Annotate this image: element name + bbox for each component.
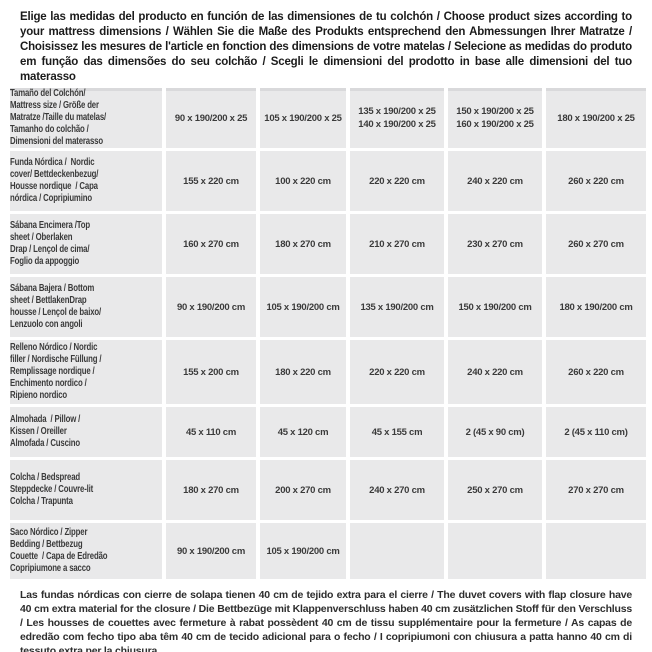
mattress-size-header-label: Tamaño del Colchón/ Mattress size / Größ… [10,88,162,148]
mattress-size-col-4: 150 x 190/200 x 25 160 x 190/200 x 25 [448,88,542,148]
size-cell: 240 x 220 cm [448,340,542,404]
mattress-size-col-2: 105 x 190/200 x 25 [260,88,346,148]
row-label: Relleno Nórdico / Nordic filler / Nordis… [10,342,102,401]
table-row-bedspread: Colcha / Bedspread Steppdecke / Couvre-l… [10,460,646,520]
size-cell: 45 x 155 cm [350,407,444,457]
size-cell: 260 x 220 cm [546,340,646,404]
size-cell: 220 x 220 cm [350,151,444,211]
size-cell: 210 x 270 cm [350,214,444,274]
empty-cell [350,523,444,579]
size-cell: 160 x 270 cm [166,214,256,274]
size-cell: 135 x 190/200 cm [350,277,444,337]
size-cell: 155 x 200 cm [166,340,256,404]
row-label: Almohada / Pillow / Kissen / Oreiller Al… [10,414,81,449]
size-cell: 2 (45 x 110 cm) [546,407,646,457]
row-label-cell: Relleno Nórdico / Nordic filler / Nordis… [10,340,162,404]
size-cell: 100 x 220 cm [260,151,346,211]
mattress-size-header-text: Tamaño del Colchón/ Mattress size / Größ… [10,88,107,147]
row-label-cell: Sábana Encimera /Top sheet / Oberlaken D… [10,214,162,274]
size-cell: 240 x 220 cm [448,151,542,211]
size-cell: 180 x 270 cm [260,214,346,274]
size-cell: 45 x 110 cm [166,407,256,457]
empty-cell [448,523,542,579]
size-cell: 105 x 190/200 cm [260,277,346,337]
table-row-bottom-sheet: Sábana Bajera / Bottom sheet / Bettlaken… [10,277,646,337]
table-row-nordic-filler: Relleno Nórdico / Nordic filler / Nordis… [10,340,646,404]
table-row-nordic-cover: Funda Nórdica / Nordic cover/ Bettdecken… [10,151,646,211]
table-row-zipper-bedding: Saco Nórdico / Zipper Bedding / Bettbezu… [10,523,646,579]
size-cell: 250 x 270 cm [448,460,542,520]
row-label-cell: Almohada / Pillow / Kissen / Oreiller Al… [10,407,162,457]
row-label: Funda Nórdica / Nordic cover/ Bettdecken… [10,157,99,204]
row-label-cell: Sábana Bajera / Bottom sheet / Bettlaken… [10,277,162,337]
row-label: Colcha / Bedspread Steppdecke / Couvre-l… [10,472,94,507]
table-header-row: Tamaño del Colchón/ Mattress size / Größ… [10,88,646,148]
size-cell: 260 x 220 cm [546,151,646,211]
size-cell: 2 (45 x 90 cm) [448,407,542,457]
footer-note: Las fundas nórdicas con cierre de solapa… [20,589,632,652]
size-cell: 240 x 270 cm [350,460,444,520]
size-cell: 180 x 220 cm [260,340,346,404]
row-label-cell: Saco Nórdico / Zipper Bedding / Bettbezu… [10,523,162,579]
size-cell: 220 x 220 cm [350,340,444,404]
size-cell: 270 x 270 cm [546,460,646,520]
row-label-cell: Funda Nórdica / Nordic cover/ Bettdecken… [10,151,162,211]
row-label: Saco Nórdico / Zipper Bedding / Bettbezu… [10,527,108,574]
table-row-pillow: Almohada / Pillow / Kissen / Oreiller Al… [10,407,646,457]
empty-cell [546,523,646,579]
size-cell: 45 x 120 cm [260,407,346,457]
intro-text: Elige las medidas del producto en funció… [20,11,632,83]
table-row-top-sheet: Sábana Encimera /Top sheet / Oberlaken D… [10,214,646,274]
mattress-size-col-1: 90 x 190/200 x 25 [166,88,256,148]
size-cell: 180 x 190/200 cm [546,277,646,337]
size-cell: 105 x 190/200 cm [260,523,346,579]
size-cell: 155 x 220 cm [166,151,256,211]
size-cell: 260 x 270 cm [546,214,646,274]
row-label: Sábana Encimera /Top sheet / Oberlaken D… [10,220,90,267]
mattress-size-col-5: 180 x 190/200 x 25 [546,88,646,148]
row-label: Sábana Bajera / Bottom sheet / Bettlaken… [10,283,102,330]
size-cell: 90 x 190/200 cm [166,523,256,579]
size-cell: 150 x 190/200 cm [448,277,542,337]
mattress-size-col-3: 135 x 190/200 x 25 140 x 190/200 x 25 [350,88,444,148]
size-cell: 90 x 190/200 cm [166,277,256,337]
size-cell: 180 x 270 cm [166,460,256,520]
product-sizes-table: Tamaño del Colchón/ Mattress size / Größ… [6,85,650,582]
size-cell: 230 x 270 cm [448,214,542,274]
size-cell: 200 x 270 cm [260,460,346,520]
row-label-cell: Colcha / Bedspread Steppdecke / Couvre-l… [10,460,162,520]
